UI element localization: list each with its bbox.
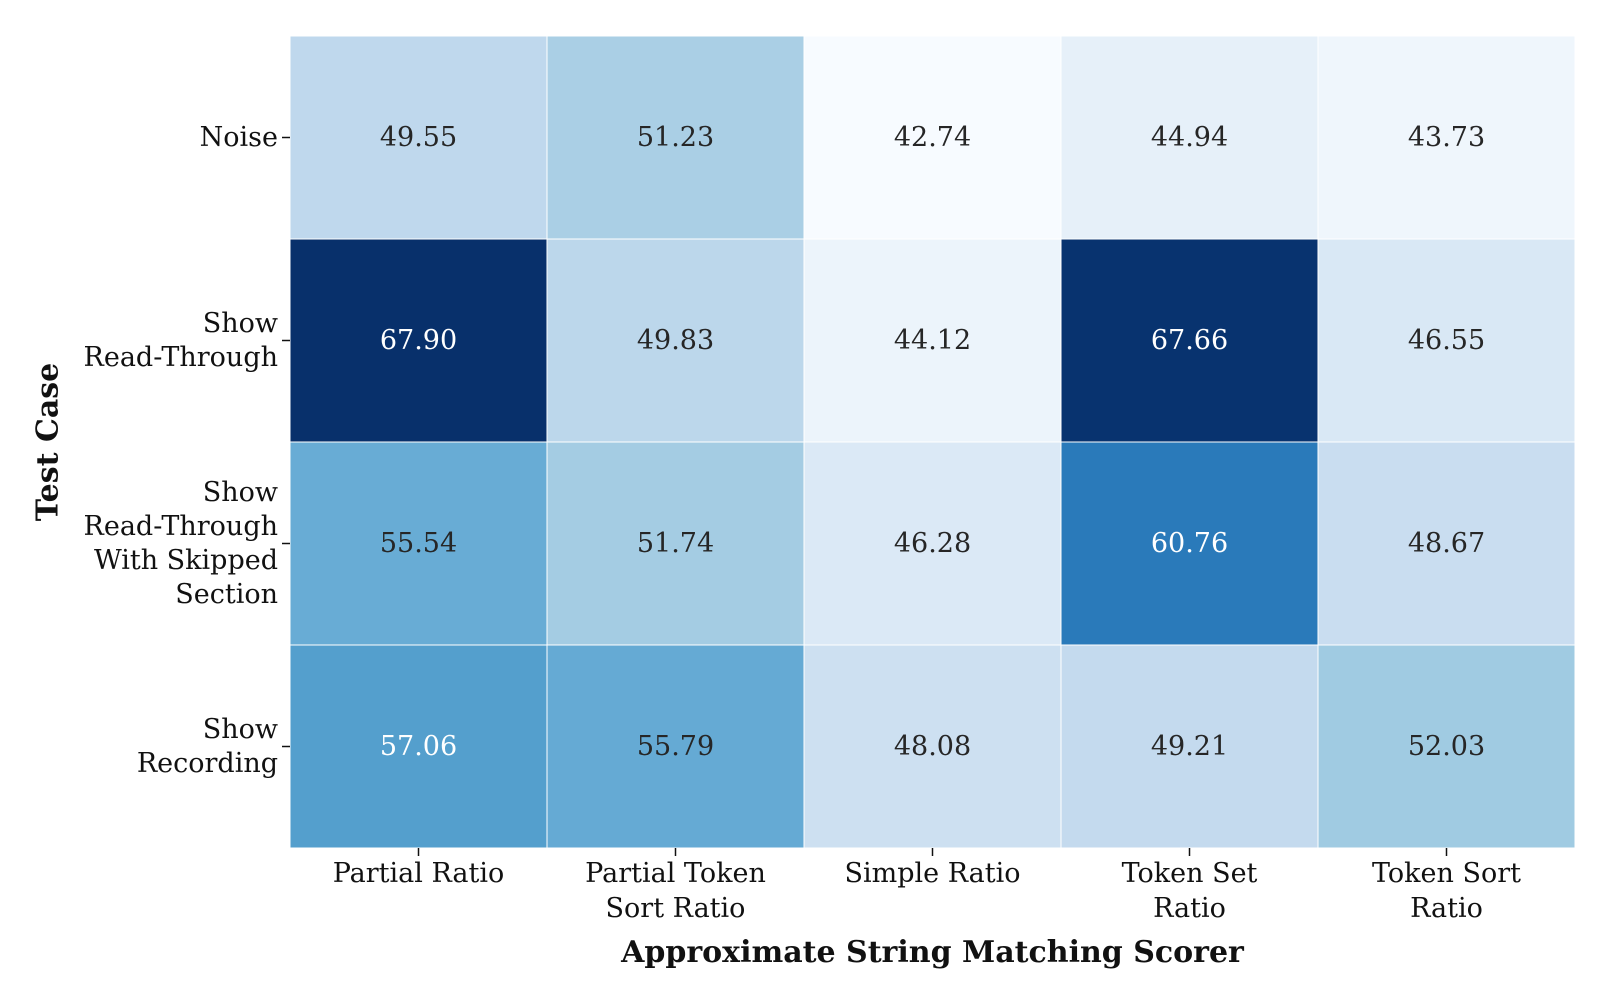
cell-value-label-r3-c4: 52.03 <box>1408 731 1485 762</box>
heatmap-cell-r1-c1 <box>546 238 805 443</box>
cell-value-label-r1-c4: 46.55 <box>1408 325 1485 356</box>
x-tick-label-3-line-1: Ratio <box>1153 893 1226 924</box>
cell-value-label-r2-c1: 51.74 <box>637 528 714 559</box>
cell-value-label-r0-c0: 49.55 <box>380 122 457 153</box>
cell-value-label-r2-c3: 60.76 <box>1151 528 1228 559</box>
x-tick-label-1-line-0: Partial Token <box>585 858 766 889</box>
y-tick-label-2-line-1: Read-Through <box>84 511 278 542</box>
x-tick-label-1-line-1: Sort Ratio <box>606 893 746 924</box>
y-tick-label-3-line-0: Show <box>203 714 278 745</box>
heatmap-cell-r2-c1 <box>546 441 805 646</box>
cell-value-label-r0-c3: 44.94 <box>1151 122 1228 153</box>
x-tick-label-4-line-1: Ratio <box>1410 893 1483 924</box>
cell-value-label-r1-c3: 67.66 <box>1151 325 1228 356</box>
heatmap-cell-r3-c3 <box>1060 644 1319 849</box>
heatmap-cell-r0-c4 <box>1317 35 1576 240</box>
x-axis-title: Approximate String Matching Scorer <box>620 935 1245 970</box>
cell-value-label-r2-c2: 46.28 <box>894 528 971 559</box>
x-tick-label-4-line-0: Token Sort <box>1372 858 1521 889</box>
y-tick-label-1-line-1: Read-Through <box>84 342 278 373</box>
cell-value-label-r2-c0: 55.54 <box>380 528 457 559</box>
cell-value-label-r0-c2: 42.74 <box>894 122 971 153</box>
cell-value-label-r3-c0: 57.06 <box>380 731 457 762</box>
y-tick-label-0-line-0: Noise <box>200 122 278 153</box>
heatmap-cell-r0-c0 <box>289 35 548 240</box>
heatmap-cell-r3-c4 <box>1317 644 1576 849</box>
heatmap-cell-r0-c2 <box>803 35 1062 240</box>
cell-value-label-r1-c1: 49.83 <box>637 325 714 356</box>
cell-value-label-r3-c3: 49.21 <box>1151 731 1228 762</box>
heatmap-cell-r1-c2 <box>803 238 1062 443</box>
y-tick-label-2-line-2: With Skipped <box>94 545 278 576</box>
heatmap-cell-r0-c1 <box>546 35 805 240</box>
heatmap-cell-r2-c2 <box>803 441 1062 646</box>
y-tick-label-2-line-0: Show <box>203 477 278 508</box>
cell-value-label-r0-c4: 43.73 <box>1408 122 1485 153</box>
y-tick-label-2-line-3: Section <box>175 579 278 610</box>
cell-value-label-r1-c0: 67.90 <box>380 325 457 356</box>
heatmap-cell-r3-c1 <box>546 644 805 849</box>
heatmap-cell-r2-c3 <box>1060 441 1319 646</box>
cell-value-label-r0-c1: 51.23 <box>637 122 714 153</box>
heatmap-cell-r1-c4 <box>1317 238 1576 443</box>
x-tick-label-3-line-0: Token Set <box>1122 858 1258 889</box>
cell-value-label-r3-c1: 55.79 <box>637 731 714 762</box>
y-tick-label-1-line-0: Show <box>203 308 278 339</box>
heatmap-cell-r0-c3 <box>1060 35 1319 240</box>
cell-value-label-r3-c2: 48.08 <box>894 731 971 762</box>
heatmap-cell-r2-c4 <box>1317 441 1576 646</box>
x-tick-label-0-line-0: Partial Ratio <box>333 858 505 889</box>
cell-value-label-r2-c4: 48.67 <box>1408 528 1485 559</box>
cell-value-label-r1-c2: 44.12 <box>894 325 971 356</box>
y-axis-title: Test Case <box>31 363 66 521</box>
x-tick-label-2-line-0: Simple Ratio <box>844 858 1020 889</box>
heatmap-cell-r1-c0 <box>289 238 548 443</box>
y-tick-label-3-line-1: Recording <box>137 748 278 779</box>
heatmap-cell-r3-c2 <box>803 644 1062 849</box>
